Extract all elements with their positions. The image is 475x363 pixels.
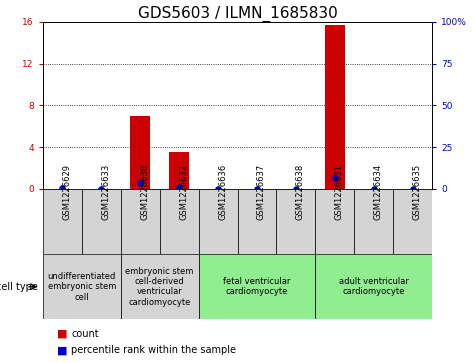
Text: GSM1226633: GSM1226633 bbox=[101, 164, 110, 220]
Bar bbox=[315, 189, 354, 254]
Text: GSM1226631: GSM1226631 bbox=[335, 164, 344, 220]
Text: fetal ventricular
cardiomyocyte: fetal ventricular cardiomyocyte bbox=[223, 277, 291, 297]
Point bbox=[370, 186, 378, 192]
Bar bbox=[238, 189, 276, 254]
Bar bbox=[199, 254, 315, 319]
Point bbox=[97, 186, 105, 192]
Point bbox=[175, 184, 183, 190]
Point bbox=[214, 186, 222, 192]
Bar bbox=[315, 254, 432, 319]
Bar bbox=[393, 189, 432, 254]
Text: GSM1226629: GSM1226629 bbox=[62, 164, 71, 220]
Point bbox=[253, 186, 261, 192]
Text: GSM1226635: GSM1226635 bbox=[413, 164, 422, 220]
Bar bbox=[160, 189, 199, 254]
Point bbox=[409, 186, 417, 192]
Text: GSM1226638: GSM1226638 bbox=[296, 164, 305, 220]
Bar bbox=[276, 189, 315, 254]
Point bbox=[58, 185, 66, 191]
Bar bbox=[130, 116, 150, 189]
Text: ■: ■ bbox=[57, 329, 67, 339]
Text: undifferentiated
embryonic stem
cell: undifferentiated embryonic stem cell bbox=[48, 272, 116, 302]
Bar bbox=[199, 189, 238, 254]
Bar bbox=[121, 189, 160, 254]
Bar bbox=[43, 189, 82, 254]
Text: percentile rank within the sample: percentile rank within the sample bbox=[71, 345, 236, 355]
Bar bbox=[121, 254, 199, 319]
Text: ■: ■ bbox=[57, 345, 67, 355]
Point bbox=[292, 186, 300, 192]
Title: GDS5603 / ILMN_1685830: GDS5603 / ILMN_1685830 bbox=[138, 5, 337, 22]
Bar bbox=[169, 152, 189, 189]
Bar bbox=[43, 254, 121, 319]
Text: adult ventricular
cardiomyocyte: adult ventricular cardiomyocyte bbox=[339, 277, 409, 297]
Text: GSM1226630: GSM1226630 bbox=[140, 164, 149, 220]
Text: count: count bbox=[71, 329, 99, 339]
Bar bbox=[354, 189, 393, 254]
Text: GSM1226632: GSM1226632 bbox=[179, 164, 188, 220]
Text: cell type: cell type bbox=[0, 282, 38, 292]
Point bbox=[331, 175, 339, 181]
Bar bbox=[82, 189, 121, 254]
Text: GSM1226637: GSM1226637 bbox=[257, 164, 266, 220]
Point bbox=[136, 180, 144, 186]
Bar bbox=[325, 25, 344, 189]
Text: GSM1226636: GSM1226636 bbox=[218, 164, 227, 220]
Text: embryonic stem
cell-derived
ventricular
cardiomyocyte: embryonic stem cell-derived ventricular … bbox=[125, 267, 194, 307]
Text: GSM1226634: GSM1226634 bbox=[374, 164, 383, 220]
